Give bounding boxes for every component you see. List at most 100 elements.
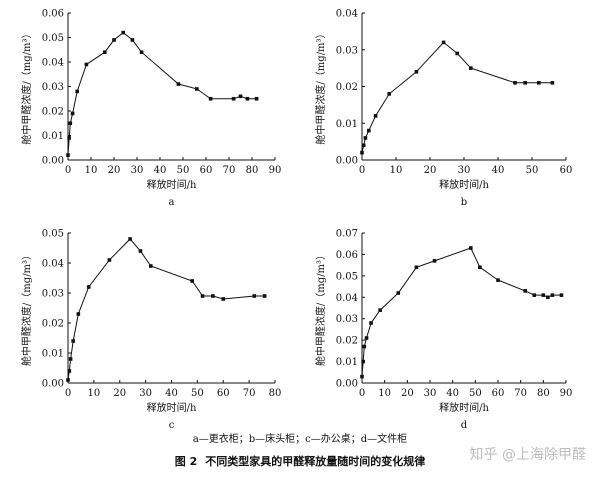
chart-b-y-tick-label: 0.00 xyxy=(336,156,358,167)
chart-d-panel-label: d xyxy=(461,420,468,431)
chart-b-series-line xyxy=(361,41,553,153)
chart-a-y-tick-label: 0.01 xyxy=(42,131,64,142)
chart-c-point xyxy=(71,339,75,343)
chart-c-point xyxy=(128,237,132,241)
chart-d-point xyxy=(523,289,527,293)
chart-a-y-tick-label: 0.04 xyxy=(42,58,64,69)
chart-a-x-tick-label: 90 xyxy=(269,165,282,176)
chart-d-y-tick-label: 0.07 xyxy=(336,229,358,240)
chart-d-x-tick-label: 0 xyxy=(359,388,365,399)
legend-text: a—更衣柜；b—床头柜；c—办公桌；d—文件柜 xyxy=(192,434,408,445)
chart-d-y-axis-label: 舱中甲醛浓度/（mg/m³） xyxy=(314,250,327,366)
chart-a-point xyxy=(84,62,89,67)
chart-a-point xyxy=(130,38,135,42)
chart-a-x-tick-label: 0 xyxy=(65,165,71,176)
chart-c-point xyxy=(138,249,143,253)
caption-number: 图 2 xyxy=(174,455,198,468)
chart-d-y-tick-label: 0.00 xyxy=(336,379,358,390)
chart-b-y-axis-label: 舱中甲醛浓度/（mg/m³） xyxy=(314,28,327,144)
chart-d-x-tick-label: 30 xyxy=(424,388,437,399)
chart-c-y-tick-label: 0.01 xyxy=(42,349,64,360)
chart-a-x-tick-label: 60 xyxy=(200,165,213,176)
chart-d-series-line xyxy=(361,247,562,377)
chart-c-y-tick-label: 0.05 xyxy=(42,229,64,240)
chart-b-point xyxy=(373,114,378,118)
chart-d-point xyxy=(532,293,537,297)
chart-a-point xyxy=(238,94,243,99)
chart-d-point xyxy=(496,278,500,282)
chart-b-x-tick-label: 10 xyxy=(390,165,403,176)
chart-b-x-tick-label: 30 xyxy=(458,165,471,176)
chart-c-y-tick-label: 0.04 xyxy=(42,259,64,270)
chart-a-point xyxy=(112,38,116,42)
chart-a-point xyxy=(245,96,250,101)
chart-a-point xyxy=(68,121,73,126)
chart-a-y-tick-label: 0.00 xyxy=(42,156,64,167)
chart-a-panel-label: a xyxy=(169,197,175,208)
chart-d-x-tick-label: 20 xyxy=(401,388,414,399)
chart-b-y-tick-label: 0.04 xyxy=(336,9,358,20)
chart-d-x-tick-label: 10 xyxy=(378,388,391,399)
chart-c-x-tick-label: 70 xyxy=(243,388,256,399)
chart-c-point xyxy=(76,312,81,316)
chart-c-point xyxy=(252,294,257,298)
chart-a-y-axis-label: 舱中甲醛浓度/（mg/m³） xyxy=(20,28,33,144)
chart-d-point xyxy=(541,293,546,297)
chart-a-y-tick-label: 0.02 xyxy=(42,107,64,118)
chart-d-y-tick-label: 0.02 xyxy=(336,336,358,347)
chart-d-point xyxy=(378,308,382,312)
chart-d-y-tick-label: 0.05 xyxy=(336,271,358,282)
chart-b-y-tick-label: 0.01 xyxy=(336,119,358,130)
chart-c-x-tick-label: 60 xyxy=(217,388,230,399)
chart-a-point xyxy=(254,96,259,101)
chart-d-x-tick-label: 60 xyxy=(492,388,505,399)
chart-d-point xyxy=(369,321,373,325)
chart-d-x-tick-label: 80 xyxy=(537,388,550,399)
chart-b-point xyxy=(441,40,446,45)
chart-c-y-tick-label: 0.03 xyxy=(42,289,64,300)
chart-c-x-tick-label: 20 xyxy=(113,388,126,399)
chart-a-x-tick-label: 20 xyxy=(108,165,121,176)
chart-a-point xyxy=(70,111,75,116)
watermark-text: 知乎 @上海除甲醛 xyxy=(469,447,586,463)
caption-text: 不同类型家具的甲醛释放量随时间的变化规律 xyxy=(205,455,426,468)
chart-panel-a: 0.00 0.01 0.02 0.03 0.04 0.05 0.06 0 10 20 30 40 50 6… xyxy=(20,9,281,209)
chart-b-x-axis-label: 释放时间/h xyxy=(439,178,489,191)
chart-d-point xyxy=(478,265,482,270)
chart-panel-b: 0.00 0.01 0.02 0.03 0.04 0 10 20 30 40 50 60 释放时间/h 舱… xyxy=(314,9,572,209)
chart-b-x-tick-label: 60 xyxy=(560,165,573,176)
chart-b-point xyxy=(513,81,517,85)
chart-a-x-axis-label: 释放时间/h xyxy=(147,178,197,191)
chart-d-x-tick-label: 40 xyxy=(446,388,459,399)
chart-d-point xyxy=(469,246,473,250)
chart-d-point xyxy=(559,293,564,297)
chart-a-point xyxy=(121,30,125,35)
chart-a-x-tick-label: 50 xyxy=(177,165,190,176)
chart-c-y-tick-label: 0.00 xyxy=(42,379,64,390)
chart-a-x-tick-label: 10 xyxy=(85,165,98,176)
chart-a-point xyxy=(176,82,181,86)
chart-b-x-tick-label: 0 xyxy=(359,165,365,176)
chart-d-point xyxy=(360,374,364,379)
chart-b-point xyxy=(469,66,473,70)
chart-d-point xyxy=(361,359,365,364)
chart-a-point xyxy=(103,50,107,54)
chart-c-x-axis-label: 释放时间/h xyxy=(147,401,197,414)
chart-b-point xyxy=(387,92,391,96)
chart-d-point xyxy=(364,336,369,340)
chart-c-point xyxy=(149,264,153,268)
chart-d-point xyxy=(396,291,401,295)
chart-a-y-tick-label: 0.06 xyxy=(42,9,64,20)
chart-a-point xyxy=(195,87,199,91)
chart-b-point xyxy=(360,150,364,155)
chart-a-point xyxy=(139,50,144,54)
chart-b-y-tick-label: 0.03 xyxy=(336,45,358,56)
chart-a-point xyxy=(66,153,70,157)
chart-b-point xyxy=(455,51,459,56)
chart-a-point xyxy=(75,89,79,94)
chart-c-point xyxy=(66,378,70,382)
chart-b-x-tick-label: 50 xyxy=(526,165,539,176)
chart-d-y-tick-label: 0.04 xyxy=(336,293,358,304)
chart-b-point xyxy=(550,81,555,85)
